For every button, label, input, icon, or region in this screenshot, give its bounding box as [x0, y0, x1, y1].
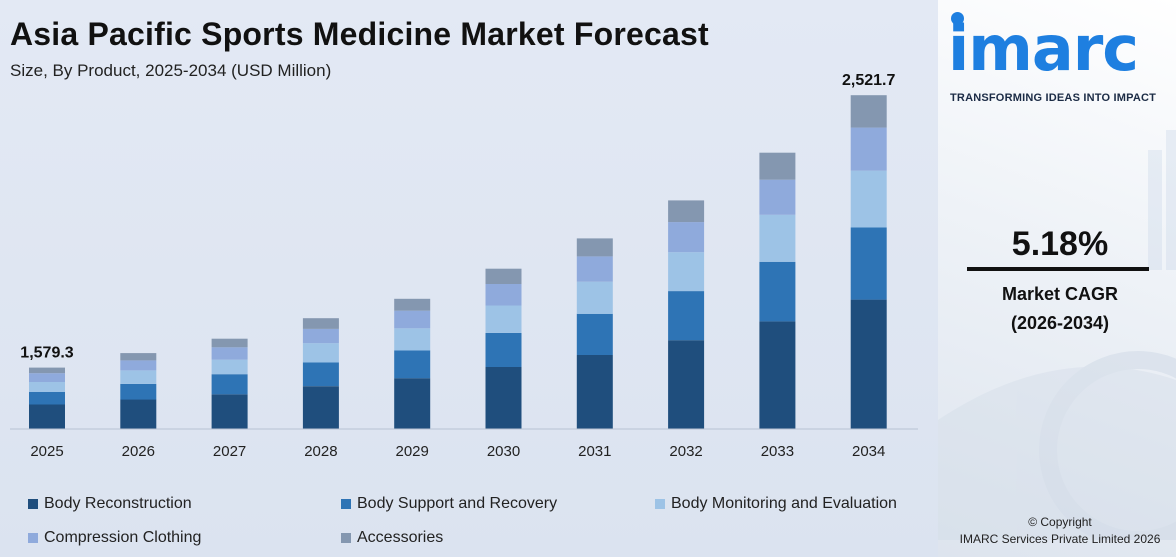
total-value-label: 2,521.7: [842, 72, 895, 89]
bar-segment: [576, 238, 613, 257]
bar-segment: [29, 382, 65, 392]
bar-segment: [120, 399, 157, 429]
bar-segment: [668, 291, 705, 341]
bar-group: [29, 95, 887, 429]
bar-segment: [302, 318, 339, 329]
bar-segment: [29, 404, 65, 429]
bar-segment: [302, 343, 339, 363]
copyright: © Copyright IMARC Services Private Limit…: [938, 514, 1176, 548]
legend-item: Body Support and Recovery: [341, 495, 557, 513]
copyright-line-2: IMARC Services Private Limited 2026: [959, 532, 1161, 546]
bar-segment: [576, 281, 613, 314]
legend-item: Accessories: [341, 529, 443, 547]
x-tick-label: 2027: [213, 443, 246, 460]
legend-swatch: [341, 499, 351, 509]
copyright-line-1: © Copyright: [1028, 515, 1092, 529]
bar-segment: [485, 305, 522, 333]
bar-segment: [29, 373, 65, 382]
bar-segment: [759, 179, 796, 215]
logo-text: imarc: [948, 12, 1139, 85]
total-labels: 1,579.3 2,521.7: [20, 72, 895, 361]
bar-segment: [394, 310, 431, 329]
bar-segment: [394, 328, 431, 351]
bar-segment: [576, 256, 613, 282]
bar-segment: [668, 222, 705, 253]
cagr-value: 5.18%: [1011, 225, 1109, 263]
brand-tagline: TRANSFORMING IDEAS INTO IMPACT: [950, 92, 1157, 104]
bar-segment: [302, 328, 339, 344]
bar-segment: [302, 362, 339, 387]
legend-swatch: [28, 499, 38, 509]
legend: Body Reconstruction Body Support and Reco…: [28, 492, 928, 552]
x-tick-label: 2033: [761, 443, 794, 460]
stacked-bar-chart: 2025 2026 2027 2028 2029 2030 2031 2032 2033 2034…: [10, 72, 918, 460]
bar-segment: [120, 370, 157, 384]
bar-segment: [211, 359, 248, 375]
bar-segment: [850, 299, 887, 429]
legend-label: Body Support and Recovery: [357, 495, 558, 512]
chart-subtitle: Size, By Product, 2025-2034 (USD Million…: [10, 61, 332, 80]
chart-title: Asia Pacific Sports Medicine Market Fore…: [10, 16, 709, 52]
bar-segment: [485, 332, 522, 367]
x-axis-labels: 2025 2026 2027 2028 2029 2030 2031 2032 2033 2034: [30, 443, 885, 460]
bar-segment: [850, 95, 887, 128]
chart-panel: Asia Pacific Sports Medicine Market Fore…: [0, 0, 938, 557]
legend-swatch: [28, 533, 38, 543]
x-tick-label: 2028: [304, 443, 337, 460]
cagr-label: Market CAGR: [1001, 284, 1119, 304]
bar-segment: [668, 340, 705, 429]
bar-segment: [576, 313, 613, 355]
legend-swatch: [655, 499, 665, 509]
legend-label: Accessories: [357, 529, 444, 546]
bar-segment: [211, 374, 248, 395]
bar-segment: [759, 261, 796, 322]
side-panel: [938, 0, 1176, 557]
bar-segment: [394, 378, 431, 429]
total-value-label: 1,579.3: [20, 345, 73, 362]
bar-segment: [120, 383, 157, 400]
bar-segment: [485, 366, 522, 429]
bar-segment: [668, 252, 705, 292]
logo-dot-icon: [951, 12, 964, 25]
bar-segment: [485, 284, 522, 306]
imarc-logo: imarc: [948, 12, 1174, 85]
bar-segment: [759, 214, 796, 262]
x-tick-label: 2030: [487, 443, 520, 460]
x-tick-label: 2034: [852, 443, 885, 460]
cagr-divider: [967, 267, 1149, 271]
x-tick-label: 2032: [669, 443, 702, 460]
cagr-period: (2026-2034): [1010, 313, 1110, 333]
bar-segment: [211, 347, 248, 360]
bar-segment: [211, 338, 248, 348]
bar-segment: [120, 360, 157, 371]
x-tick-label: 2031: [578, 443, 611, 460]
bar-segment: [576, 355, 613, 429]
bar-segment: [850, 170, 887, 228]
bar-segment: [29, 367, 65, 374]
legend-label: Compression Clothing: [44, 529, 202, 546]
bar-segment: [120, 353, 157, 361]
legend-item: Body Monitoring and Evaluation: [655, 495, 897, 513]
bar-segment: [485, 268, 522, 284]
bar-segment: [850, 127, 887, 171]
bar-segment: [302, 386, 339, 429]
x-tick-label: 2029: [396, 443, 429, 460]
bar-segment: [29, 392, 65, 405]
decorative-chart-graphic: [938, 130, 1176, 540]
bar-segment: [668, 200, 705, 223]
x-tick-label: 2025: [30, 443, 63, 460]
legend-swatch: [341, 533, 351, 543]
bar-segment: [211, 394, 248, 429]
legend-item: Body Reconstruction: [28, 495, 192, 513]
bar-segment: [394, 350, 431, 379]
bar-segment: [394, 298, 431, 311]
bar-segment: [759, 321, 796, 429]
x-tick-label: 2026: [122, 443, 155, 460]
bar-segment: [759, 152, 796, 180]
legend-label: Body Reconstruction: [44, 495, 192, 512]
legend-item: Compression Clothing: [28, 529, 201, 547]
legend-label: Body Monitoring and Evaluation: [671, 495, 897, 512]
bar-segment: [850, 227, 887, 300]
